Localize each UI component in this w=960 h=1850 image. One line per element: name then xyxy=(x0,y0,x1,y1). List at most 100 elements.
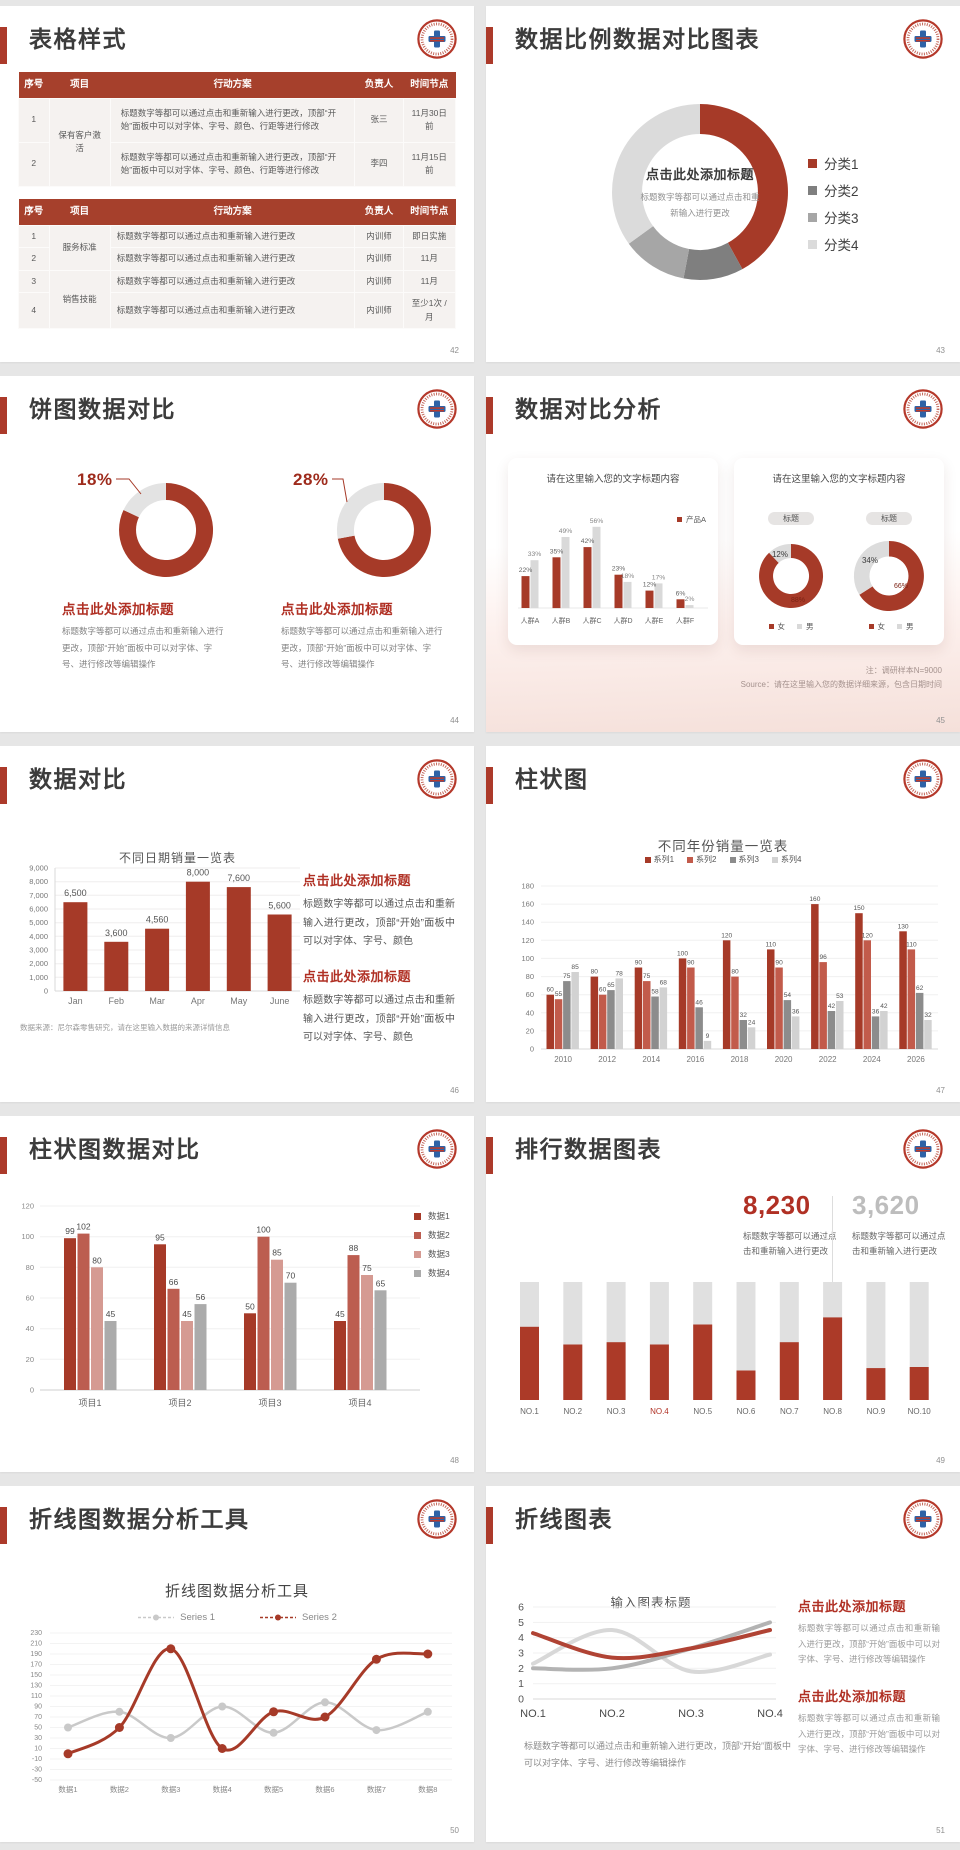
page-number: 46 xyxy=(450,1086,459,1095)
slide-51-line-chart[interactable]: 折线图表 输入图表标题 0 1 2 3 4 5 6 NO.1 NO.2 NO.3 NO.4 标题数字… xyxy=(486,1486,960,1842)
bar xyxy=(703,1040,712,1050)
value-label: 32 xyxy=(924,1012,932,1019)
legend-item: 分类2 xyxy=(808,180,859,200)
monthly-bar-chart: 9,000 8,000 7,000 6,000 5,000 4,000 3,000 2,000… xyxy=(29,864,300,1006)
bar xyxy=(722,940,731,1049)
pie-compare-chart xyxy=(116,478,431,577)
slide-title: 表格样式 xyxy=(29,26,127,52)
axis-label: NO.5 xyxy=(693,1407,712,1416)
line-legend: Series 1 Series 2 xyxy=(0,1612,474,1623)
bar xyxy=(695,1007,703,1049)
value-label: 2% xyxy=(685,596,695,603)
table-row: 4 标题数字等都可以通过点击和重新输入进行更改 内训师 至少1次 /月 xyxy=(18,292,457,330)
value-label: 60 xyxy=(547,987,555,994)
value-label: 50 xyxy=(245,1301,255,1311)
legend-item: 系列4 xyxy=(771,854,801,865)
y-tick-label: 80 xyxy=(26,1263,34,1272)
donut-segment xyxy=(337,483,431,577)
title-accent-bar xyxy=(0,397,7,434)
hospital-logo-icon xyxy=(417,1129,457,1169)
table-row: 3 销售技能 标题数字等都可以通过点击和重新输入进行更改 内训师 11月 xyxy=(18,269,457,330)
legend-item: 数据1 xyxy=(414,1210,450,1222)
value-label: 24 xyxy=(748,1019,756,1026)
bar xyxy=(91,1267,103,1390)
product-legend: 产品A xyxy=(676,514,706,525)
bar xyxy=(899,931,907,1049)
table-cell: 服务标准 xyxy=(48,224,111,271)
title-accent-bar xyxy=(0,1137,7,1174)
donut-chart xyxy=(612,104,788,280)
slide-title: 柱状图数据对比 xyxy=(29,1136,201,1162)
value-label: 36 xyxy=(792,1008,800,1015)
value-label: 54 xyxy=(784,992,792,999)
table-cell: 内训师 xyxy=(354,224,404,249)
bar xyxy=(521,576,530,608)
y-tick-label: 130 xyxy=(30,1683,42,1690)
value-label: 65 xyxy=(376,1278,386,1288)
circle xyxy=(420,392,454,426)
bar xyxy=(194,1304,207,1390)
table-cell: 3 xyxy=(18,269,50,294)
slide-48-grouped-bars[interactable]: 柱状图数据对比 0 20 40 60 80 100 120 99 102 80 45 项目1 95 66 4… xyxy=(0,1116,474,1472)
axis-label: 数据4 xyxy=(213,1784,232,1794)
axis-label: 人群A xyxy=(521,616,540,625)
value-label: 60 xyxy=(599,987,607,994)
bar xyxy=(530,560,539,609)
table-header-cell: 行动方案 xyxy=(110,72,355,98)
legend-item-series2: Series 2 xyxy=(259,1612,337,1623)
table-header-cell: 项目 xyxy=(49,199,111,225)
axis-label: 2024 xyxy=(863,1055,881,1064)
slide-45-compare-analysis[interactable]: 数据对比分析 22% 33% 人群A 35% 49% 人群B 42% 56% 人群C 23% 18%… xyxy=(486,376,960,732)
legend-item: 数据3 xyxy=(414,1248,450,1260)
table-cell: 标题数字等都可以通过点击和重新输入进行更改 xyxy=(109,269,356,294)
axis-label: 数据1 xyxy=(58,1784,77,1794)
slide-46-monthly-bars[interactable]: 数据对比 不同日期销量一览表 9,000 8,000 7,000 6,000 5,000… xyxy=(0,746,474,1102)
axis-label: 人群F xyxy=(676,616,694,625)
bar-value xyxy=(606,1342,626,1400)
donut-heading: 点击此处添加标题 xyxy=(62,602,174,617)
data-point xyxy=(423,1649,433,1659)
slide-49-ranking-chart[interactable]: 排行数据图表 8,230 标题数字等都可以通过点击和重新输入进行更改 3,620… xyxy=(486,1116,960,1472)
slide-42-table-styles[interactable]: 表格样式 序号 项目 行动方案 负责人 时间节点 1 保有客户激活 标题数字等都可以通过点击和… xyxy=(0,6,474,362)
table-cell: 内训师 xyxy=(354,269,404,294)
value-label: 46 xyxy=(695,999,703,1006)
value-label: 55 xyxy=(555,991,563,998)
bar xyxy=(63,902,88,991)
slide-44-pie-compare[interactable]: 饼图数据对比 18% 28% 点击此处添加标题 点击此处添加标题 标题数字等都可… xyxy=(0,376,474,732)
legend-item: 系列1 xyxy=(644,854,674,865)
value-label: 80 xyxy=(731,969,739,976)
bar xyxy=(836,1001,844,1049)
bar xyxy=(181,1321,193,1390)
title-accent-bar xyxy=(486,27,493,64)
axis-label: May xyxy=(230,996,248,1006)
table-cell: 11月15日前 xyxy=(402,141,457,187)
y-tick-label: 10 xyxy=(34,1746,42,1753)
table-cell: 保有客户激活 xyxy=(48,97,111,187)
slide-50-line-analysis[interactable]: 折线图数据分析工具 折线图数据分析工具 Series 1 Series 2 -5… xyxy=(0,1486,474,1842)
value-label: 56% xyxy=(590,518,604,525)
title-accent-bar xyxy=(486,397,493,434)
chart-caption: 标题数字等都可以通过点击和重新输入进行更改，顶部“开始”面板中可以对字体、字号、… xyxy=(524,1741,791,1768)
table-header-cell: 负责人 xyxy=(354,72,404,98)
bar xyxy=(347,1255,360,1390)
slide-47-yearly-bars[interactable]: 柱状图 不同年份销量一览表 系列1 系列2 系列3 系列4 0 20 40 60 80 100 1… xyxy=(486,746,960,1102)
legend-swatch xyxy=(808,185,817,195)
slide-43-donut-ratio[interactable]: 数据比例数据对比图表 点击此处添加标题 标题数字等都可以通过点击和重新输入进行更… xyxy=(486,6,960,362)
bar xyxy=(267,914,292,991)
title-accent-bar xyxy=(0,27,7,64)
bar xyxy=(907,949,916,1049)
table-cell: 4 xyxy=(18,292,50,330)
value-label: 80 xyxy=(591,969,599,976)
bar xyxy=(185,881,210,991)
table-cell: 即日实施 xyxy=(402,224,457,249)
rect xyxy=(916,407,930,409)
circle xyxy=(906,22,940,56)
axis-label: NO.4 xyxy=(757,1708,783,1720)
circle xyxy=(906,392,940,426)
bar-value xyxy=(823,1317,843,1400)
legend-label: 数据4 xyxy=(428,1268,450,1278)
bar xyxy=(863,940,871,1049)
bar xyxy=(571,972,579,1049)
block-heading: 点击此处添加标题 xyxy=(303,873,412,888)
y-tick-label: 6,000 xyxy=(29,905,48,914)
